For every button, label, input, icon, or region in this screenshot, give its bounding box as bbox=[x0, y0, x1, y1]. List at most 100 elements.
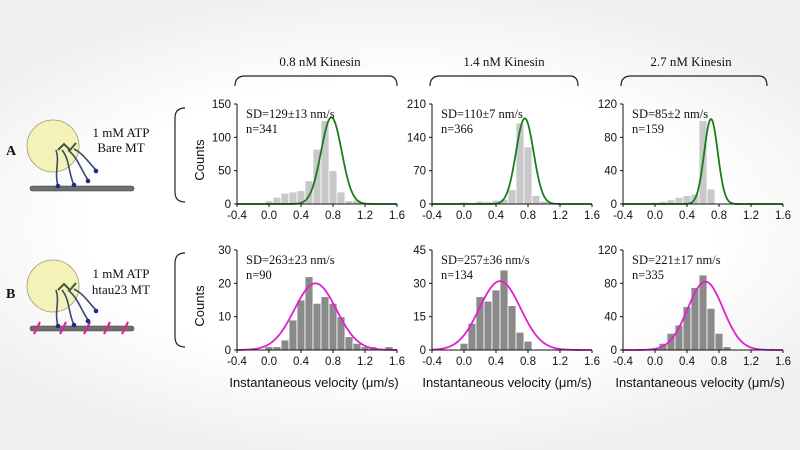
histogram-bar bbox=[312, 302, 322, 351]
motor-head-icon bbox=[85, 318, 91, 324]
histogram-bar bbox=[507, 189, 517, 205]
x-tick-label: 0.0 bbox=[647, 210, 663, 222]
y-tick-label: 0 bbox=[225, 345, 231, 357]
y-tick-label: 0 bbox=[420, 199, 426, 211]
microtubule-tau bbox=[29, 325, 135, 332]
histogram-panel: -0.4 0.0 0.4 0.8 1.2 1.6 0 40 80 120 SD=221±17 nm/… bbox=[598, 245, 791, 368]
sd-annotation: SD=221±17 nm/s bbox=[632, 253, 721, 267]
histogram-panel: -0.4 0.0 0.4 0.8 1.2 1.6 0 50 100 150 SD=129±13 nm… bbox=[212, 99, 405, 222]
x-tick-label: 1.2 bbox=[357, 356, 373, 368]
x-tick-label: -0.4 bbox=[613, 356, 633, 368]
bead-illustration-bare bbox=[26, 119, 135, 192]
condition-label-0: 0.8 nM Kinesin bbox=[279, 54, 361, 69]
sd-annotation: SD=257±36 nm/s bbox=[441, 253, 530, 267]
histogram-bar bbox=[531, 195, 541, 205]
histogram-bar bbox=[328, 302, 338, 351]
x-tick-label: 0.8 bbox=[520, 356, 536, 368]
row-brace-a bbox=[174, 107, 186, 203]
histogram-panel: -0.4 0.0 0.4 0.8 1.2 1.6 0 15 30 45 SD=257±36 nm/s… bbox=[413, 245, 600, 368]
histogram-bar bbox=[523, 146, 533, 205]
histogram-bar bbox=[507, 305, 517, 351]
y-tick-label: 20 bbox=[218, 278, 231, 290]
kinesin-motor-icon bbox=[55, 289, 59, 327]
y-tick-label: 50 bbox=[218, 166, 231, 178]
x-axis-label-0: Instantaneous velocity (μm/s) bbox=[229, 375, 398, 390]
y-tick-label: 45 bbox=[413, 245, 426, 257]
y-tick-label: 100 bbox=[212, 132, 231, 144]
x-tick-label: 1.6 bbox=[584, 356, 600, 368]
x-tick-label: 1.2 bbox=[552, 356, 568, 368]
x-tick-label: 0.8 bbox=[325, 210, 341, 222]
histogram-bar bbox=[280, 339, 290, 351]
x-tick-label: 1.2 bbox=[743, 356, 759, 368]
x-tick-label: 0.0 bbox=[456, 210, 472, 222]
motor-head-icon bbox=[93, 308, 99, 314]
x-tick-label: 1.6 bbox=[775, 356, 791, 368]
kinesin-motor-icon bbox=[73, 148, 97, 171]
kinesin-tail-icon bbox=[57, 142, 77, 152]
x-tick-label: 0.8 bbox=[711, 210, 727, 222]
y-tick-label: 80 bbox=[604, 278, 617, 290]
x-tick-label: 0.4 bbox=[293, 210, 310, 222]
motor-head-icon bbox=[55, 183, 61, 189]
row-brace-b bbox=[174, 252, 186, 348]
header-brace-2 bbox=[620, 75, 768, 87]
header-brace-1 bbox=[429, 75, 579, 87]
bead-illustration-tau bbox=[26, 259, 135, 335]
tau-mark-icon bbox=[103, 321, 111, 335]
histogram-bar bbox=[336, 191, 346, 205]
y-tick-label: 210 bbox=[407, 99, 426, 111]
kinesin-motor-icon bbox=[67, 149, 89, 181]
row-letter-a: A bbox=[6, 144, 17, 159]
x-tick-label: 0.8 bbox=[711, 356, 727, 368]
motor-head-icon bbox=[55, 323, 61, 329]
motor-head-icon bbox=[93, 168, 99, 174]
microtubule-bare bbox=[29, 185, 135, 192]
y-tick-label: 80 bbox=[604, 132, 617, 144]
condition-label-2: 2.7 nM Kinesin bbox=[650, 54, 732, 69]
x-tick-label: -0.4 bbox=[422, 356, 442, 368]
histogram-panel: -0.4 0.0 0.4 0.8 1.2 1.6 0 10 20 30 SD=263±23 nm/s… bbox=[218, 245, 405, 368]
y-tick-label: 140 bbox=[407, 132, 426, 144]
kinesin-motor-icon bbox=[61, 149, 75, 186]
x-tick-label: -0.4 bbox=[227, 210, 247, 222]
condition-label-1: 1.4 nM Kinesin bbox=[463, 54, 545, 69]
n-annotation: n=366 bbox=[441, 122, 473, 136]
x-tick-label: 0.4 bbox=[293, 356, 310, 368]
x-tick-label: 1.6 bbox=[584, 210, 600, 222]
histogram-bar bbox=[280, 192, 290, 205]
x-tick-label: -0.4 bbox=[613, 210, 633, 222]
histogram-bar bbox=[475, 296, 485, 351]
y-axis-label-bottom: Counts bbox=[192, 285, 207, 327]
y-tick-label: 40 bbox=[604, 166, 617, 178]
n-annotation: n=341 bbox=[246, 122, 278, 136]
x-tick-label: 0.0 bbox=[261, 356, 277, 368]
histogram-bar bbox=[706, 188, 716, 205]
x-tick-label: 1.2 bbox=[552, 210, 568, 222]
x-tick-label: 1.6 bbox=[389, 210, 405, 222]
motor-head-icon bbox=[71, 182, 77, 188]
sd-annotation: SD=263±23 nm/s bbox=[246, 253, 335, 267]
kinesin-motor-icon bbox=[73, 288, 97, 311]
sd-annotation: SD=85±2 nm/s bbox=[632, 107, 708, 121]
x-tick-label: 0.4 bbox=[488, 210, 505, 222]
n-annotation: n=134 bbox=[441, 268, 474, 282]
x-tick-label: 1.2 bbox=[357, 210, 373, 222]
histogram-bar bbox=[296, 299, 306, 351]
row-a-condition-line2: Bare MT bbox=[97, 140, 144, 155]
y-tick-label: 70 bbox=[413, 166, 426, 178]
x-tick-label: 0.4 bbox=[679, 210, 696, 222]
bead-icon bbox=[26, 119, 80, 173]
x-tick-label: -0.4 bbox=[422, 210, 442, 222]
histogram-panel: -0.4 0.0 0.4 0.8 1.2 1.6 0 70 140 210 SD=110±7 nm/… bbox=[407, 99, 600, 222]
x-tick-label: 0.4 bbox=[488, 356, 505, 368]
histogram-bar bbox=[706, 307, 716, 351]
kinesin-motor-icon bbox=[55, 149, 59, 187]
histogram-bar bbox=[682, 306, 692, 351]
n-annotation: n=90 bbox=[246, 268, 272, 282]
histogram-bar bbox=[320, 296, 330, 351]
kinesin-motor-icon bbox=[61, 289, 75, 326]
